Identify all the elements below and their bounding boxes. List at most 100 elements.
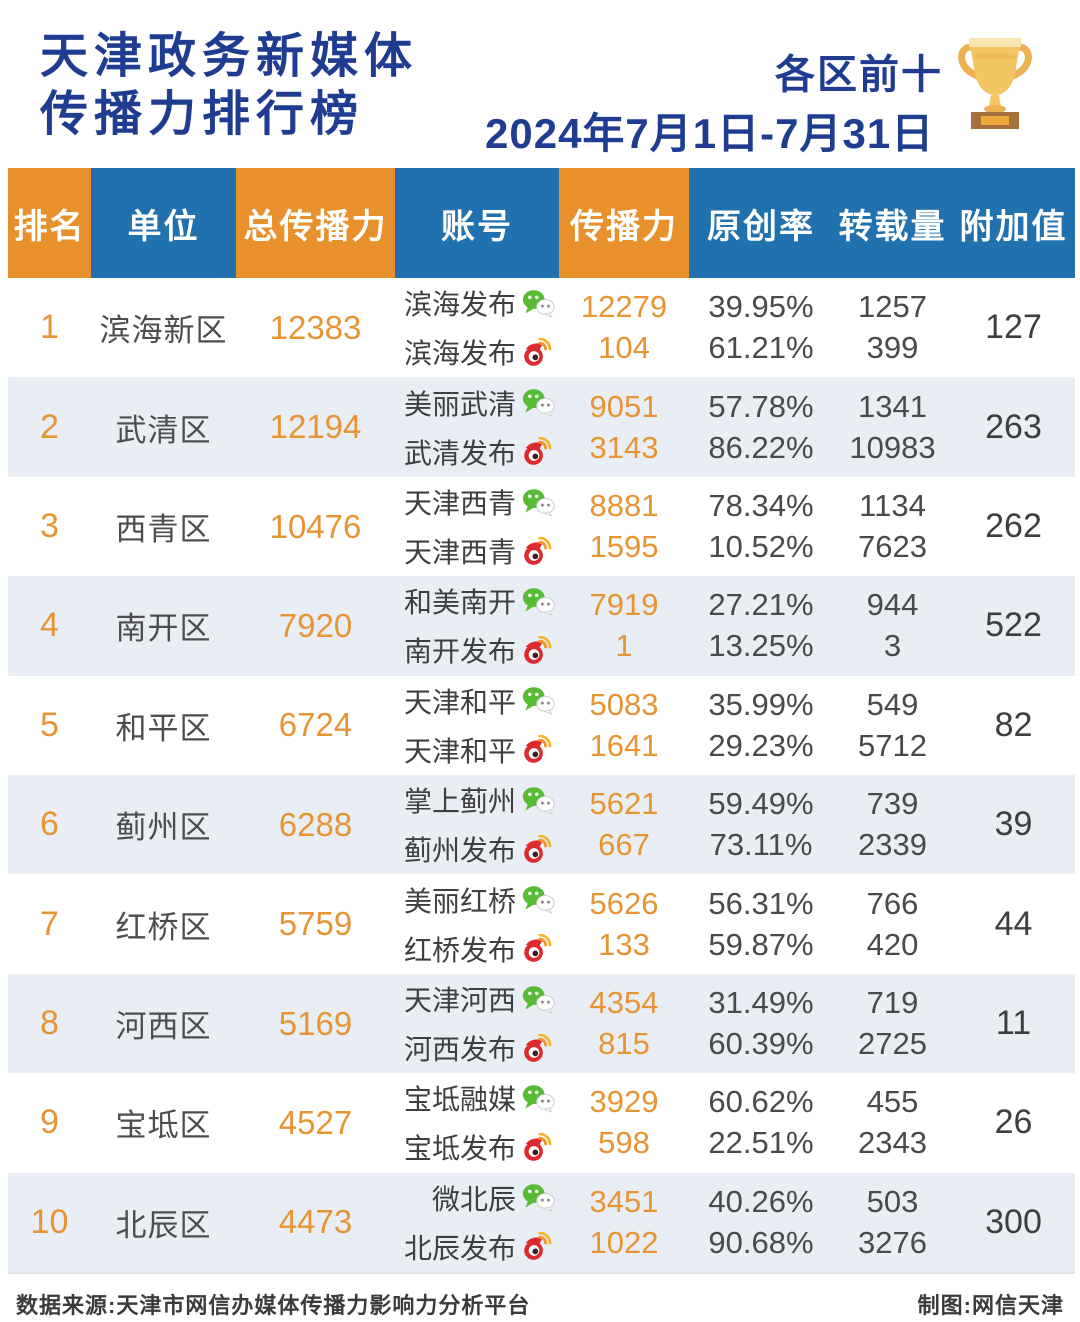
power-value: 598 <box>598 1125 650 1161</box>
power-cell: 3929 598 <box>559 1085 689 1160</box>
total-power-cell: 4473 <box>278 1203 353 1241</box>
account-line-weibo: 河西发布 <box>395 1028 559 1068</box>
account-line-wechat: 美丽红桥 <box>395 880 559 920</box>
unit-cell: 滨海新区 <box>99 313 228 349</box>
power-cell: 5083 1641 <box>559 687 689 763</box>
repost-cell: 944 3 <box>833 588 952 663</box>
original-rate-value: 35.99% <box>708 686 814 722</box>
footer: 数据来源:天津市网信办媒体传播力影响力分析平台 制图:网信天津 <box>16 1288 1064 1320</box>
power-value: 7919 <box>589 587 659 623</box>
column-header-original-rate: 原创率 <box>689 168 833 278</box>
power-value: 104 <box>598 330 650 366</box>
original-rate-value: 78.34% <box>708 488 814 524</box>
account-line-wechat: 掌上蓟州 <box>395 780 559 820</box>
account-name: 北辰发布 <box>403 1232 516 1264</box>
added-value-cell: 44 <box>994 904 1033 943</box>
repost-cell: 1257 399 <box>833 290 952 365</box>
repost-value: 2339 <box>858 827 927 863</box>
wechat-icon <box>522 587 555 616</box>
original-rate-value: 60.39% <box>708 1026 814 1062</box>
account-name: 美丽武清 <box>403 388 516 420</box>
original-rate-value: 73.11% <box>709 827 813 863</box>
rank-cell: 2 <box>40 407 59 446</box>
power-value: 667 <box>598 827 650 863</box>
added-value-cell: 127 <box>985 308 1042 347</box>
repost-value: 1134 <box>859 488 926 524</box>
total-power-cell: 6724 <box>278 706 353 744</box>
unit-cell: 蓟州区 <box>115 810 212 846</box>
rank-cell: 6 <box>40 805 59 844</box>
table-row: 1 滨海新区 12383 滨海发布 滨海发布 12279 104 39.95% … <box>8 278 1075 377</box>
power-value: 8881 <box>589 488 659 524</box>
wechat-icon <box>522 985 555 1014</box>
account-cell: 宝坻融媒 宝坻发布 <box>395 1078 559 1167</box>
rank-cell: 10 <box>30 1202 69 1241</box>
account-name: 掌上蓟州 <box>403 786 516 818</box>
account-line-wechat: 天津和平 <box>395 681 559 721</box>
account-name: 红桥发布 <box>403 934 516 966</box>
weibo-icon <box>522 437 555 466</box>
repost-value: 1257 <box>858 289 927 325</box>
added-value-cell: 39 <box>994 805 1033 844</box>
original-rate-cell: 60.62% 22.51% <box>689 1085 833 1160</box>
rank-cell: 4 <box>40 606 59 645</box>
repost-value: 455 <box>866 1084 919 1120</box>
account-line-wechat: 宝坻融媒 <box>395 1078 559 1118</box>
original-rate-value: 59.87% <box>708 926 814 962</box>
power-cell: 12279 104 <box>559 290 689 365</box>
repost-value: 5712 <box>858 727 927 763</box>
account-line-weibo: 红桥发布 <box>395 929 559 969</box>
total-power-cell: 4527 <box>278 1103 353 1141</box>
unit-cell: 和平区 <box>115 710 212 746</box>
scope-badge: 各区前十 <box>775 53 943 97</box>
weibo-icon <box>522 536 555 566</box>
power-value: 4354 <box>589 985 659 1021</box>
table-header: 排名 单位 总传播力 账号 传播力 原创率 转载量 附加值 <box>8 168 1075 278</box>
account-line-weibo: 北辰发布 <box>395 1227 559 1267</box>
account-name: 滨海发布 <box>403 338 516 370</box>
account-cell: 天津河西 河西发布 <box>395 979 559 1068</box>
table-row: 3 西青区 10476 天津西青 天津西青 8881 1595 78.34% 1… <box>8 477 1075 576</box>
weibo-icon <box>522 834 555 864</box>
account-cell: 天津和平 天津和平 <box>395 681 559 770</box>
account-line-weibo: 宝坻发布 <box>395 1127 559 1167</box>
account-name: 蓟州发布 <box>403 835 516 867</box>
added-value-cell: 522 <box>985 606 1042 645</box>
table-row: 9 宝坻区 4527 宝坻融媒 宝坻发布 3929 598 60.62% 22.… <box>8 1073 1075 1172</box>
unit-cell: 武清区 <box>115 412 212 448</box>
original-rate-cell: 40.26% 90.68% <box>689 1184 833 1260</box>
power-cell: 8881 1595 <box>559 489 689 564</box>
column-header-power: 传播力 <box>559 168 689 278</box>
total-power-cell: 7920 <box>278 606 353 644</box>
table-row: 2 武清区 12194 美丽武清 武清发布 9051 3143 57.78% 8… <box>8 377 1075 477</box>
account-name: 宝坻发布 <box>403 1133 516 1165</box>
added-value-cell: 263 <box>985 407 1042 446</box>
rank-cell: 3 <box>40 507 59 546</box>
original-rate-value: 60.62% <box>708 1084 814 1120</box>
table-row: 6 蓟州区 6288 掌上蓟州 蓟州发布 5621 667 59.49% 73.… <box>8 775 1075 875</box>
weibo-icon <box>522 1033 555 1063</box>
repost-cell: 739 2339 <box>833 787 952 862</box>
power-cell: 7919 1 <box>559 588 689 663</box>
repost-cell: 766 420 <box>833 886 952 962</box>
original-rate-value: 39.95% <box>708 289 814 325</box>
power-value: 9051 <box>589 388 659 424</box>
footer-credit: 制图:网信天津 <box>917 1293 1064 1318</box>
rank-cell: 5 <box>40 705 59 744</box>
repost-value: 10983 <box>849 429 936 465</box>
repost-value: 3 <box>883 628 902 664</box>
unit-cell: 南开区 <box>115 611 212 647</box>
weibo-icon <box>522 1232 555 1261</box>
rank-cell: 8 <box>40 1004 59 1043</box>
added-value-cell: 262 <box>985 507 1042 546</box>
trophy-icon <box>954 34 1036 130</box>
account-line-weibo: 天津和平 <box>395 730 559 770</box>
original-rate-value: 29.23% <box>708 727 814 763</box>
account-line-weibo: 南开发布 <box>395 630 559 670</box>
power-value: 3143 <box>589 429 659 465</box>
table-row: 4 南开区 7920 和美南开 南开发布 7919 1 27.21% 13.25… <box>8 576 1075 676</box>
account-name: 武清发布 <box>403 437 516 469</box>
power-cell: 3451 1022 <box>559 1184 689 1260</box>
account-name: 天津西青 <box>403 537 516 569</box>
